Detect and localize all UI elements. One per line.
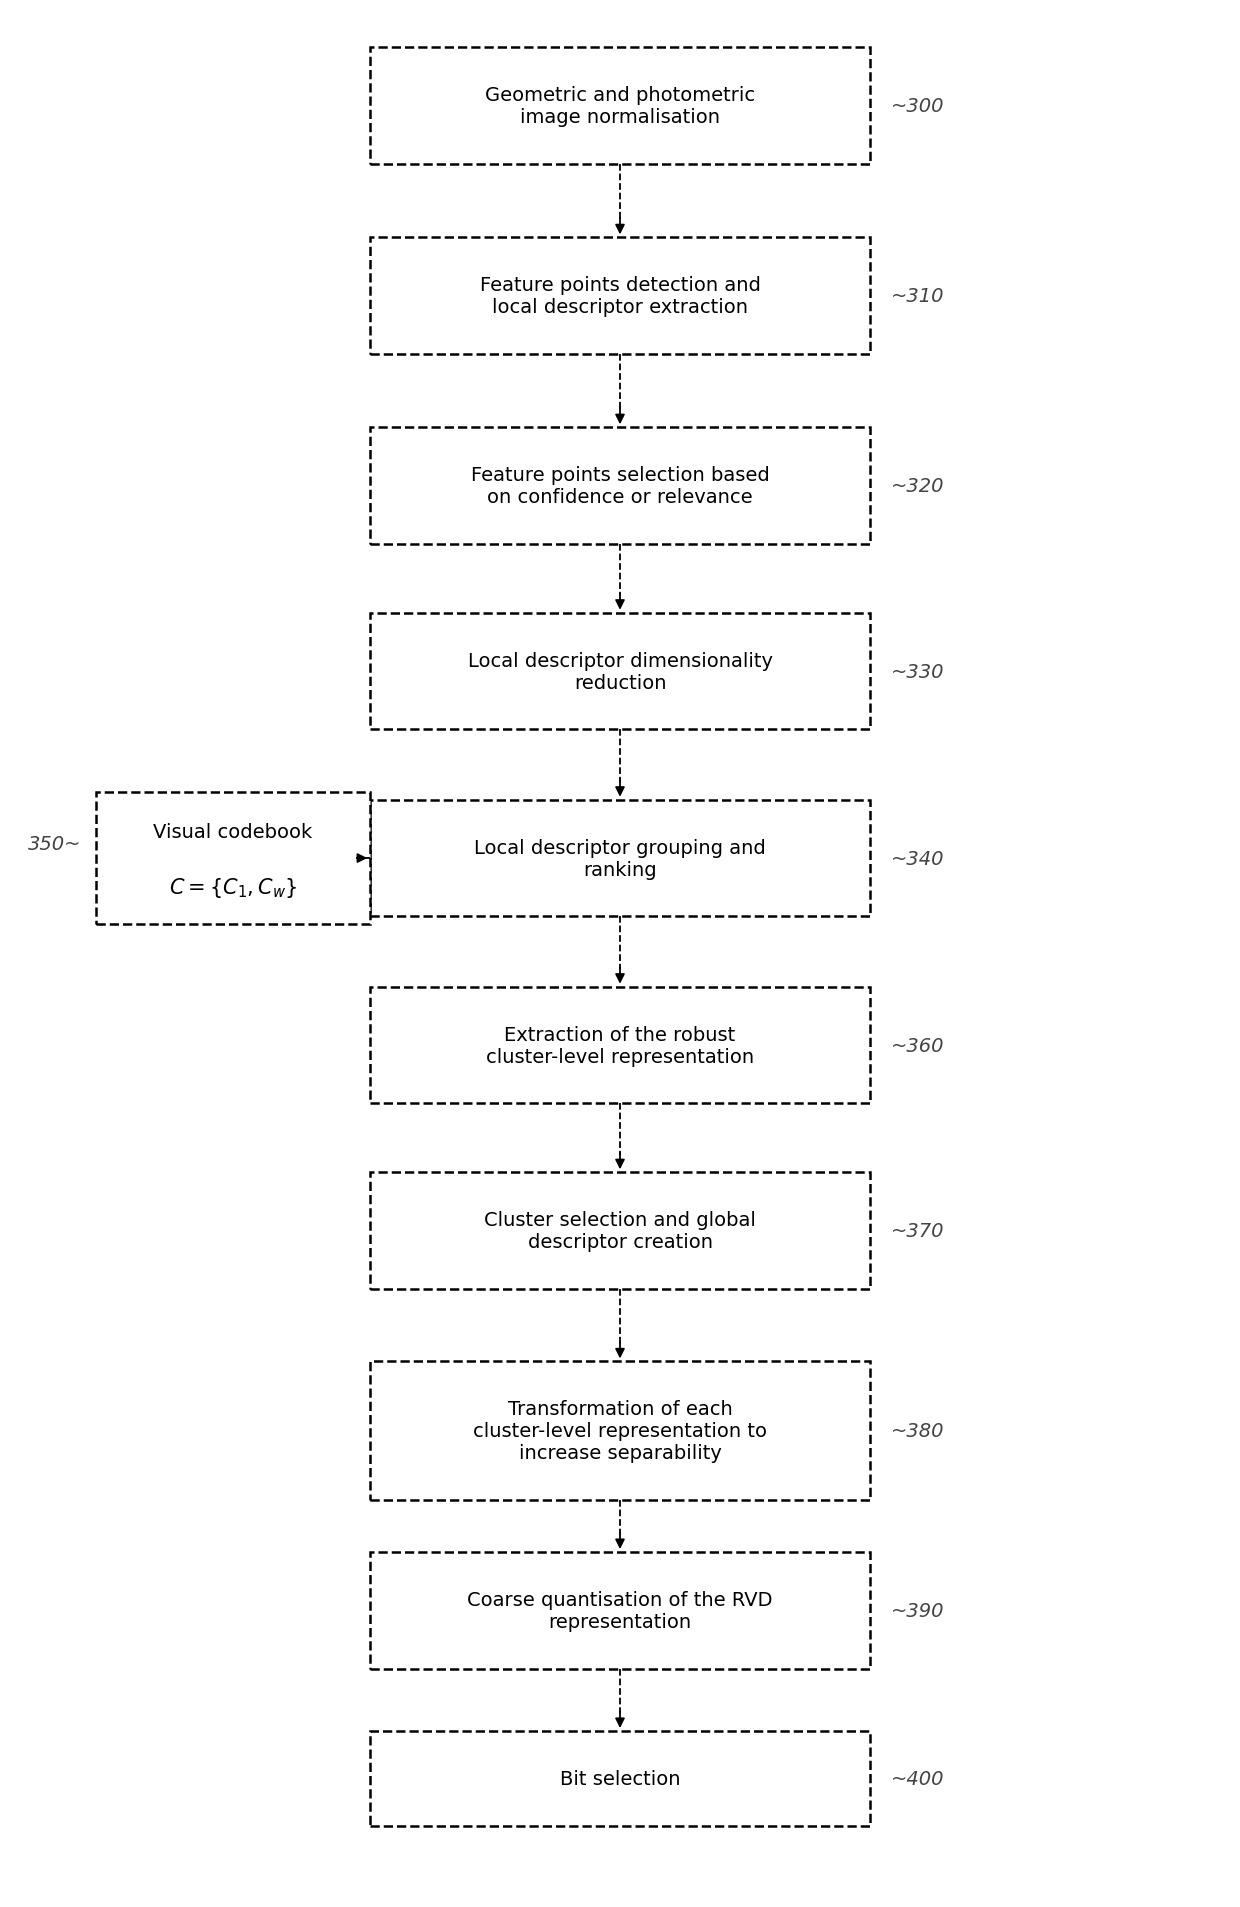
Bar [370,427,870,545]
Text: ~340: ~340 [892,849,945,868]
Text: ~320: ~320 [892,477,945,496]
Text: Geometric and photometric
image normalisation: Geometric and photometric image normalis… [485,86,755,128]
Bar [370,988,870,1104]
Text: Visual codebook: Visual codebook [154,822,312,841]
Text: Transformation of each
cluster-level representation to
increase separability: Transformation of each cluster-level rep… [472,1400,768,1463]
Text: ~300: ~300 [892,97,945,116]
Text: Coarse quantisation of the RVD
representation: Coarse quantisation of the RVD represent… [467,1590,773,1630]
Bar [370,1362,870,1501]
Text: ~370: ~370 [892,1220,945,1240]
Text: ~380: ~380 [892,1421,945,1440]
Text: Feature points detection and
local descriptor extraction: Feature points detection and local descr… [480,277,760,317]
Bar [370,801,870,917]
Bar [97,793,370,925]
Text: 350~: 350~ [29,835,82,854]
Bar [370,238,870,355]
Bar [370,48,870,166]
Text: ~400: ~400 [892,1770,945,1789]
Text: ~330: ~330 [892,662,945,681]
Bar [370,614,870,730]
Text: Local descriptor dimensionality
reduction: Local descriptor dimensionality reductio… [467,650,773,692]
Text: Local descriptor grouping and
ranking: Local descriptor grouping and ranking [474,837,766,879]
Text: ~360: ~360 [892,1036,945,1055]
Text: Bit selection: Bit selection [559,1770,681,1789]
Bar [370,1173,870,1289]
Bar [370,1552,870,1669]
Bar [370,1732,870,1825]
Text: $C=\{C_1,C_w\}$: $C=\{C_1,C_w\}$ [169,875,298,900]
Text: Cluster selection and global
descriptor creation: Cluster selection and global descriptor … [484,1211,756,1251]
Text: Extraction of the robust
cluster-level representation: Extraction of the robust cluster-level r… [486,1024,754,1066]
Text: Feature points selection based
on confidence or relevance: Feature points selection based on confid… [471,465,769,507]
Text: ~390: ~390 [892,1602,945,1621]
Text: ~310: ~310 [892,286,945,305]
